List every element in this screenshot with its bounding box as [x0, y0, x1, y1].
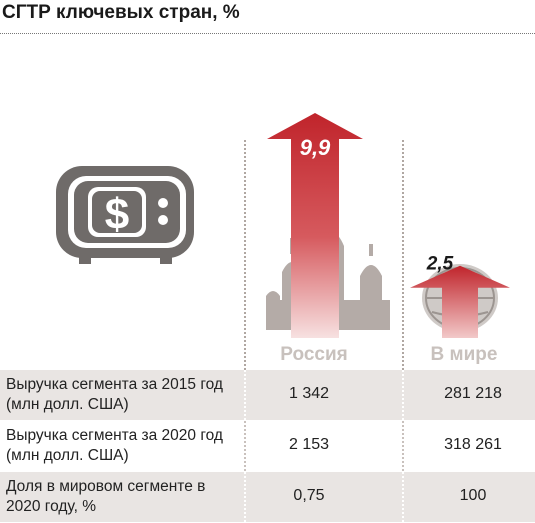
tv-dollar-icon: $: [56, 166, 194, 264]
cell-divider: [244, 421, 246, 471]
table-row: Выручка сегмента за 2015 год (млн долл. …: [0, 370, 535, 421]
cell-russia: 1 342: [288, 385, 330, 402]
data-table: Выручка сегмента за 2015 год (млн долл. …: [0, 370, 535, 523]
value-label: 9,9: [300, 135, 331, 160]
bar-world: [410, 265, 510, 338]
cell-divider: [402, 472, 404, 522]
chart-art: $ 9,9 2,5: [56, 113, 510, 338]
cell-divider: [402, 421, 404, 471]
cell-divider: [402, 370, 404, 420]
row-label: Выручка сегмента за 2015 год (млн долл. …: [6, 376, 223, 413]
bar-russia: [267, 113, 363, 338]
cell-divider: [244, 370, 246, 420]
value-label: 2,5: [426, 254, 454, 275]
cell-world: 318 261: [444, 436, 502, 453]
table-row: Доля в мировом сегменте в 2020 году, % 0…: [0, 472, 535, 523]
category-label-world: В мире: [430, 344, 498, 365]
row-label: Доля в мировом сегменте в 2020 году, %: [6, 478, 206, 515]
row-label: Выручка сегмента за 2020 год (млн долл. …: [6, 427, 223, 464]
column-divider: [402, 140, 404, 370]
cell-divider: [244, 472, 246, 522]
svg-text:$: $: [105, 190, 129, 239]
table-row: Выручка сегмента за 2020 год (млн долл. …: [0, 421, 535, 472]
category-label-russia: Россия: [280, 344, 348, 365]
chart-title: СГТР ключевых стран, %: [2, 2, 240, 23]
title-divider: [0, 33, 535, 34]
cell-russia: 0,75: [293, 487, 325, 504]
cell-world: 100: [459, 487, 487, 504]
column-divider: [244, 140, 246, 370]
cell-russia: 2 153: [288, 436, 330, 453]
cell-world: 281 218: [444, 385, 502, 402]
